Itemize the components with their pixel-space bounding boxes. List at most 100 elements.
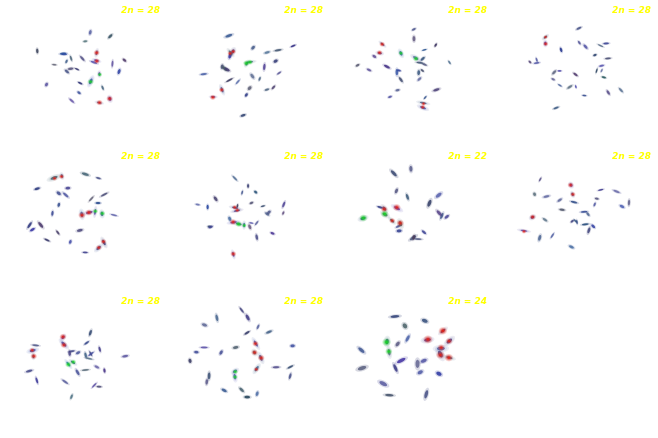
Ellipse shape: [276, 71, 282, 76]
Ellipse shape: [95, 52, 98, 55]
Ellipse shape: [94, 49, 99, 59]
Ellipse shape: [582, 224, 589, 226]
Ellipse shape: [51, 64, 58, 67]
Ellipse shape: [223, 34, 234, 39]
Ellipse shape: [406, 194, 409, 200]
Ellipse shape: [193, 350, 200, 354]
Ellipse shape: [244, 331, 249, 335]
Ellipse shape: [260, 205, 266, 208]
Ellipse shape: [393, 205, 401, 211]
Ellipse shape: [33, 356, 35, 357]
Ellipse shape: [272, 59, 279, 65]
Ellipse shape: [65, 60, 68, 64]
Ellipse shape: [245, 315, 249, 321]
Ellipse shape: [270, 366, 282, 369]
Ellipse shape: [24, 369, 34, 374]
Ellipse shape: [243, 395, 252, 399]
Ellipse shape: [381, 206, 388, 212]
Ellipse shape: [380, 43, 384, 47]
Ellipse shape: [220, 388, 228, 393]
Ellipse shape: [357, 346, 367, 355]
Ellipse shape: [210, 95, 216, 101]
Ellipse shape: [199, 346, 210, 349]
Ellipse shape: [31, 349, 34, 352]
Ellipse shape: [68, 359, 78, 366]
Ellipse shape: [445, 354, 453, 361]
Ellipse shape: [234, 207, 236, 209]
Ellipse shape: [30, 228, 35, 232]
Ellipse shape: [243, 222, 245, 229]
Ellipse shape: [408, 234, 418, 242]
Ellipse shape: [598, 45, 603, 48]
Ellipse shape: [229, 51, 232, 56]
Ellipse shape: [98, 74, 101, 77]
Ellipse shape: [60, 334, 66, 341]
Ellipse shape: [395, 206, 399, 210]
Ellipse shape: [230, 222, 237, 224]
Ellipse shape: [232, 177, 237, 181]
Ellipse shape: [597, 65, 605, 68]
Ellipse shape: [375, 52, 384, 57]
Ellipse shape: [97, 74, 102, 78]
Ellipse shape: [438, 346, 444, 350]
Ellipse shape: [91, 59, 101, 64]
Ellipse shape: [234, 377, 236, 378]
Ellipse shape: [395, 229, 403, 234]
Ellipse shape: [291, 46, 295, 48]
Ellipse shape: [417, 63, 423, 64]
Ellipse shape: [101, 240, 105, 244]
Ellipse shape: [234, 223, 243, 226]
Ellipse shape: [94, 244, 103, 253]
Ellipse shape: [93, 51, 99, 56]
Ellipse shape: [288, 372, 292, 381]
Ellipse shape: [436, 347, 445, 361]
Ellipse shape: [111, 60, 114, 70]
Ellipse shape: [116, 68, 122, 76]
Ellipse shape: [536, 59, 538, 63]
Ellipse shape: [70, 360, 76, 365]
Ellipse shape: [263, 65, 266, 71]
Ellipse shape: [433, 89, 440, 92]
Ellipse shape: [94, 60, 99, 63]
Ellipse shape: [377, 51, 382, 56]
Ellipse shape: [597, 189, 605, 192]
Ellipse shape: [252, 350, 257, 356]
Ellipse shape: [399, 52, 403, 57]
Ellipse shape: [65, 360, 71, 368]
Ellipse shape: [380, 43, 384, 47]
Ellipse shape: [620, 205, 624, 208]
Ellipse shape: [437, 211, 442, 216]
Ellipse shape: [247, 223, 252, 231]
Ellipse shape: [95, 60, 98, 63]
Ellipse shape: [586, 213, 590, 216]
Ellipse shape: [412, 56, 420, 62]
Text: S. auriculata: S. auriculata: [335, 6, 383, 15]
Ellipse shape: [361, 216, 367, 221]
Ellipse shape: [77, 82, 84, 86]
Ellipse shape: [443, 336, 455, 346]
Ellipse shape: [426, 198, 433, 209]
Text: S. marilandica: S. marilandica: [335, 152, 390, 160]
Ellipse shape: [434, 192, 443, 200]
Ellipse shape: [232, 369, 238, 374]
Ellipse shape: [419, 358, 428, 364]
Ellipse shape: [238, 386, 245, 393]
Ellipse shape: [248, 225, 251, 230]
Text: 2n = 22: 2n = 22: [448, 152, 487, 160]
Ellipse shape: [438, 353, 443, 358]
Ellipse shape: [95, 366, 99, 369]
Text: S. corymbosa: S. corymbosa: [499, 6, 550, 15]
Ellipse shape: [61, 342, 66, 347]
Ellipse shape: [438, 327, 448, 336]
Ellipse shape: [109, 99, 111, 100]
Ellipse shape: [242, 221, 246, 230]
Ellipse shape: [600, 76, 607, 80]
Ellipse shape: [234, 207, 236, 208]
Ellipse shape: [80, 212, 84, 218]
Ellipse shape: [30, 349, 34, 352]
Ellipse shape: [400, 53, 401, 55]
Ellipse shape: [228, 52, 233, 57]
Ellipse shape: [404, 333, 411, 344]
Ellipse shape: [243, 225, 245, 227]
Text: 2n = 28: 2n = 28: [448, 6, 487, 15]
